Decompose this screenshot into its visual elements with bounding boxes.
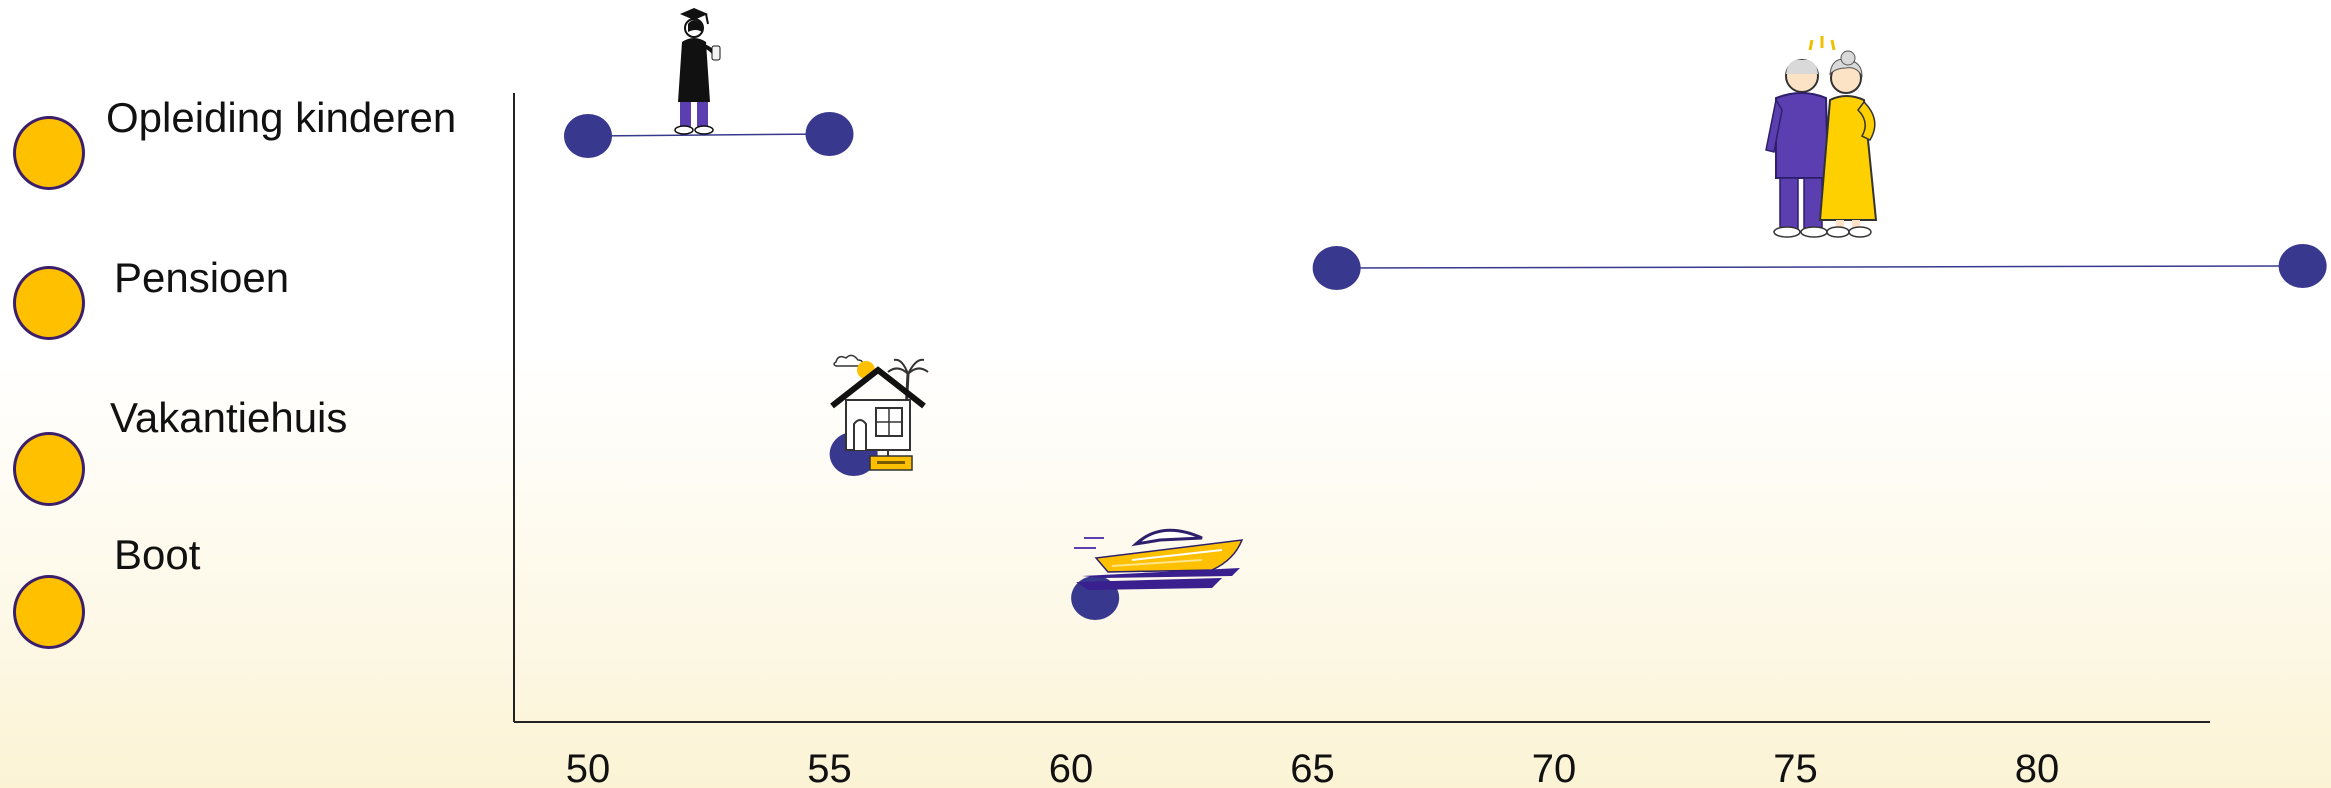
legend-item-opleiding-kinderen: Opleiding kinderen bbox=[0, 78, 500, 190]
legend-marker-icon bbox=[13, 432, 85, 506]
legend-marker-icon bbox=[13, 266, 85, 340]
series-lines bbox=[587, 133, 2303, 269]
series-line bbox=[1336, 265, 2303, 269]
legend-label: Boot bbox=[114, 531, 201, 578]
x-tick-label: 80 bbox=[2015, 747, 2060, 788]
series-points bbox=[564, 112, 2327, 620]
x-tick-label: 60 bbox=[1049, 747, 1094, 788]
series-line bbox=[587, 133, 830, 137]
legend-marker-icon bbox=[13, 116, 85, 190]
x-tick-label: 70 bbox=[1532, 747, 1577, 788]
start-point bbox=[564, 114, 612, 158]
legend-item-pensioen: Pensioen bbox=[0, 254, 500, 356]
legend-marker-icon bbox=[13, 575, 85, 649]
x-tick-label: 50 bbox=[566, 747, 611, 788]
legend-label: Vakantiehuis bbox=[110, 394, 348, 441]
x-tick-label: 55 bbox=[807, 747, 852, 788]
x-tick-labels: 50 55 60 65 70 75 80 bbox=[566, 747, 2060, 788]
end-point bbox=[2278, 244, 2327, 288]
x-tick-label: 75 bbox=[1773, 747, 1818, 788]
x-tick-label: 65 bbox=[1290, 747, 1335, 788]
graduate-icon bbox=[674, 8, 721, 135]
start-point bbox=[1312, 246, 1361, 290]
boat-icon bbox=[1074, 528, 1244, 590]
vacation-house-icon bbox=[830, 354, 929, 471]
legend: Opleiding kinderen Pensioen Vakantiehuis… bbox=[0, 0, 500, 788]
legend-item-boot: Boot bbox=[0, 531, 500, 665]
legend-label: Pensioen bbox=[114, 254, 290, 301]
elderly-couple-icon bbox=[1765, 36, 1878, 238]
end-point bbox=[805, 112, 854, 156]
legend-item-vakantiehuis: Vakantiehuis bbox=[0, 394, 500, 510]
legend-label: Opleiding kinderen bbox=[106, 94, 457, 141]
